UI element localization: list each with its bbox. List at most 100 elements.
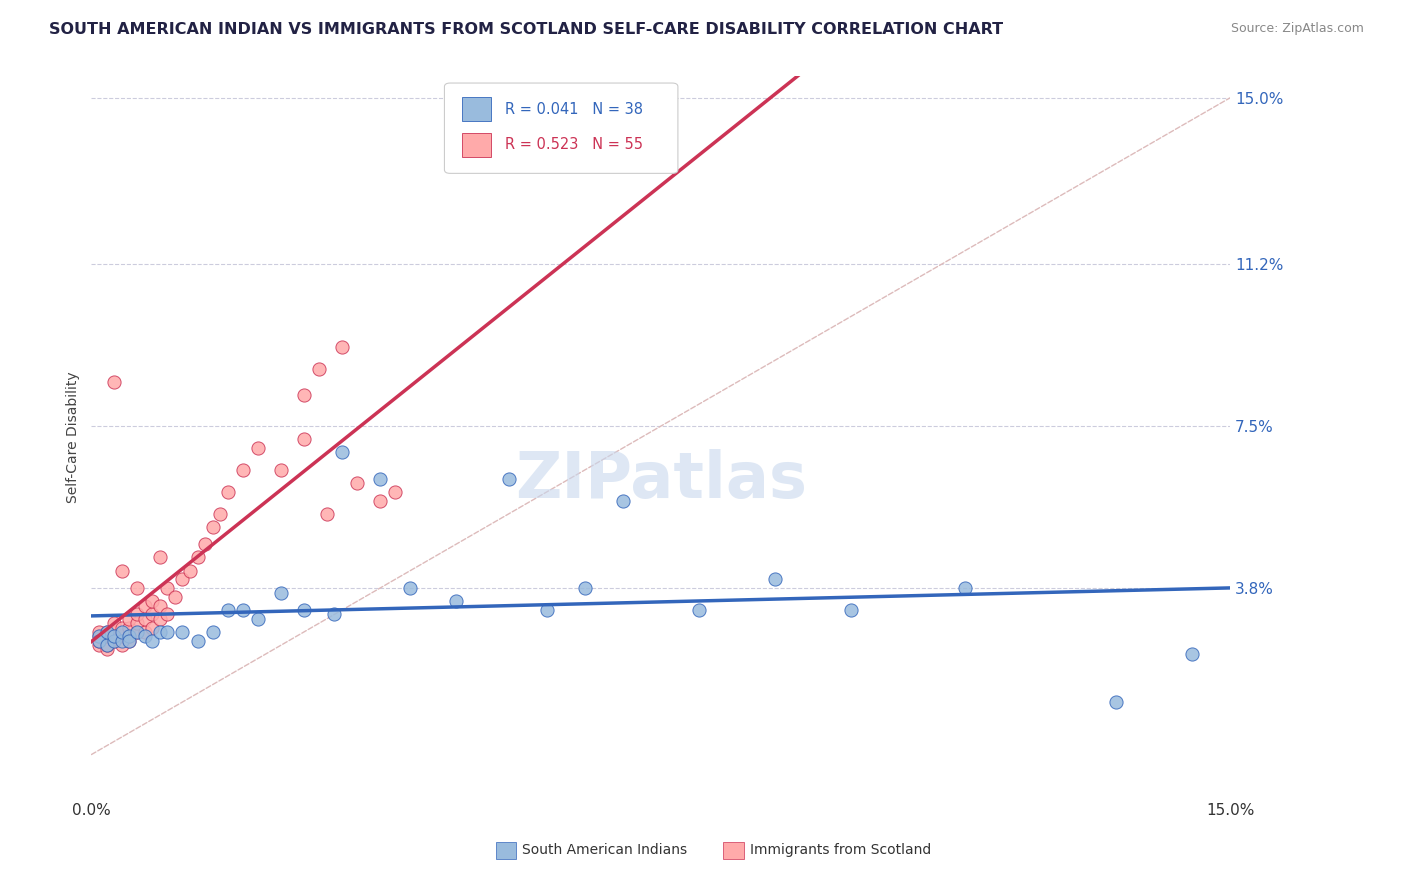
Point — [330, 340, 353, 354]
Point — [118, 633, 141, 648]
Point — [96, 624, 118, 639]
Point — [1105, 695, 1128, 709]
Point — [103, 633, 125, 648]
Point — [134, 629, 156, 643]
Point — [839, 603, 862, 617]
Point — [103, 629, 125, 643]
Point — [141, 621, 163, 635]
Point — [118, 629, 141, 643]
Point — [399, 581, 422, 595]
Point — [292, 603, 315, 617]
Point — [536, 603, 558, 617]
Point — [134, 599, 156, 613]
Point — [172, 573, 194, 587]
Point — [149, 624, 172, 639]
Point — [141, 607, 163, 622]
Point — [247, 441, 270, 455]
Point — [330, 445, 353, 459]
Point — [96, 642, 118, 657]
Point — [111, 621, 134, 635]
Point — [323, 607, 346, 622]
Point — [368, 493, 391, 508]
Point — [103, 624, 125, 639]
Point — [368, 472, 391, 486]
Point — [96, 629, 118, 643]
Point — [96, 638, 118, 652]
Point — [953, 581, 976, 595]
Point — [87, 629, 110, 643]
FancyBboxPatch shape — [444, 83, 678, 173]
Point — [118, 629, 141, 643]
Point — [315, 507, 337, 521]
Point — [574, 581, 596, 595]
Point — [498, 472, 520, 486]
Point — [444, 594, 467, 608]
Point — [87, 633, 110, 648]
Point — [103, 629, 125, 643]
Point — [156, 624, 179, 639]
Point — [96, 624, 118, 639]
Point — [87, 638, 110, 652]
Point — [111, 638, 134, 652]
Text: ZIPatlas: ZIPatlas — [515, 450, 807, 511]
Point — [149, 599, 172, 613]
Point — [125, 616, 148, 631]
Point — [118, 621, 141, 635]
Point — [141, 633, 163, 648]
Point — [384, 484, 406, 499]
Point — [111, 624, 134, 639]
Point — [179, 564, 201, 578]
Point — [87, 629, 110, 643]
Text: Source: ZipAtlas.com: Source: ZipAtlas.com — [1230, 22, 1364, 36]
Point — [87, 624, 110, 639]
Point — [346, 476, 368, 491]
Point — [187, 550, 209, 565]
Point — [111, 629, 134, 643]
Point — [232, 463, 254, 477]
Point — [141, 594, 163, 608]
Point — [247, 612, 270, 626]
Point — [270, 585, 292, 599]
Point — [103, 633, 125, 648]
Point — [125, 607, 148, 622]
Point — [156, 581, 179, 595]
Y-axis label: Self-Care Disability: Self-Care Disability — [66, 371, 80, 503]
Point — [111, 633, 134, 648]
Point — [292, 432, 315, 446]
Point — [187, 633, 209, 648]
FancyBboxPatch shape — [724, 842, 744, 859]
Point — [612, 493, 634, 508]
Point — [201, 520, 224, 534]
Text: SOUTH AMERICAN INDIAN VS IMMIGRANTS FROM SCOTLAND SELF-CARE DISABILITY CORRELATI: SOUTH AMERICAN INDIAN VS IMMIGRANTS FROM… — [49, 22, 1004, 37]
Point — [125, 624, 148, 639]
Point — [125, 624, 148, 639]
Point — [118, 612, 141, 626]
Point — [103, 376, 125, 390]
Point — [232, 603, 254, 617]
Point — [149, 550, 172, 565]
Point — [163, 590, 186, 604]
Point — [270, 463, 292, 477]
FancyBboxPatch shape — [461, 97, 491, 121]
Point — [688, 603, 710, 617]
Point — [156, 607, 179, 622]
Text: R = 0.041   N = 38: R = 0.041 N = 38 — [505, 102, 643, 117]
FancyBboxPatch shape — [461, 133, 491, 157]
Point — [149, 612, 172, 626]
Text: Immigrants from Scotland: Immigrants from Scotland — [749, 843, 931, 857]
Point — [209, 507, 232, 521]
Point — [292, 388, 315, 402]
Text: South American Indians: South American Indians — [522, 843, 688, 857]
Point — [763, 573, 786, 587]
Text: R = 0.523   N = 55: R = 0.523 N = 55 — [505, 137, 643, 153]
Point — [111, 564, 134, 578]
Point — [172, 624, 194, 639]
Point — [194, 537, 217, 551]
Point — [118, 633, 141, 648]
Point — [134, 612, 156, 626]
Point — [134, 624, 156, 639]
Point — [201, 624, 224, 639]
Point — [1181, 647, 1204, 661]
Point — [96, 638, 118, 652]
FancyBboxPatch shape — [496, 842, 516, 859]
